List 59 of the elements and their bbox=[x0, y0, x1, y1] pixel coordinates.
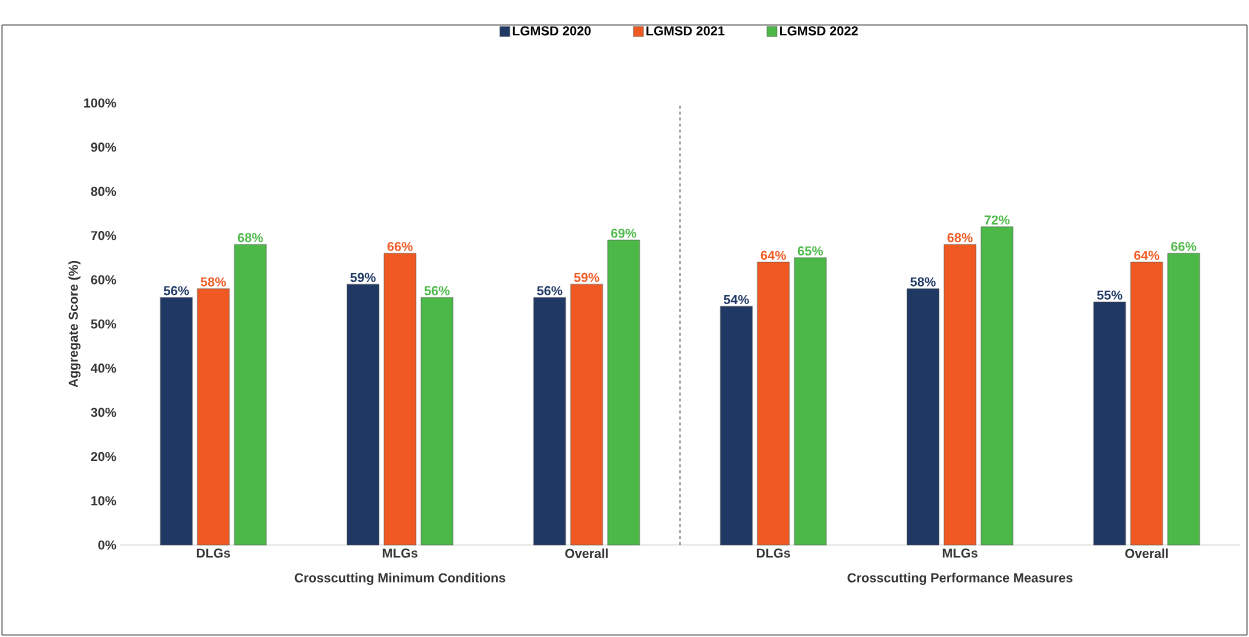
data-label: 58% bbox=[910, 277, 936, 287]
y-tick-label: 90% bbox=[91, 142, 117, 152]
data-label: 56% bbox=[163, 286, 189, 296]
x-tick-label: Overall bbox=[565, 548, 608, 559]
x-tick-label: DLGs bbox=[196, 548, 231, 558]
bar bbox=[980, 226, 1014, 546]
bar bbox=[943, 244, 977, 546]
legend-label: LGMSD 2022 bbox=[780, 26, 858, 36]
bar bbox=[1130, 261, 1163, 546]
data-label: 55% bbox=[1097, 290, 1123, 300]
data-label: 59% bbox=[574, 272, 600, 283]
x-axis-title: Crosscutting Performance Measures bbox=[847, 572, 1073, 586]
y-axis-title: Aggregate Score (%) bbox=[68, 260, 81, 388]
bar bbox=[1093, 301, 1126, 546]
bar bbox=[794, 257, 827, 546]
data-label: 68% bbox=[947, 233, 973, 243]
data-label: 66% bbox=[1171, 241, 1197, 252]
bar bbox=[720, 306, 753, 546]
bar bbox=[607, 239, 640, 546]
y-tick-label: 10% bbox=[91, 496, 117, 506]
data-label: 68% bbox=[237, 233, 263, 243]
y-tick-label: 40% bbox=[90, 363, 117, 373]
bar bbox=[197, 288, 230, 546]
y-tick-label: 30% bbox=[90, 407, 117, 417]
y-tick-label: 100% bbox=[84, 98, 117, 108]
x-tick-label: MLGs bbox=[942, 548, 978, 558]
data-label: 65% bbox=[797, 246, 823, 256]
y-tick-label: 70% bbox=[91, 231, 117, 241]
x-axis-title: Crosscutting Minimum Conditions bbox=[294, 572, 506, 586]
data-label: 69% bbox=[611, 228, 637, 238]
x-tick-label: MLGs bbox=[382, 548, 418, 558]
data-label: 66% bbox=[387, 241, 413, 252]
x-tick-label: Overall bbox=[1125, 548, 1168, 559]
y-tick-label: 60% bbox=[91, 275, 117, 285]
data-label: 54% bbox=[723, 294, 749, 305]
x-tick-label: DLGs bbox=[756, 548, 791, 558]
bar bbox=[906, 288, 940, 546]
bar bbox=[160, 297, 193, 546]
y-tick-label: 20% bbox=[91, 452, 117, 462]
data-label: 56% bbox=[424, 286, 450, 296]
bar bbox=[234, 244, 267, 546]
bar bbox=[420, 297, 454, 546]
legend-label: LGMSD 2020 bbox=[512, 26, 591, 36]
y-tick-label: 50% bbox=[90, 319, 117, 329]
bar bbox=[570, 284, 603, 546]
data-label: 59% bbox=[350, 272, 376, 283]
bar bbox=[533, 297, 566, 546]
legend-label: LGMSD 2021 bbox=[646, 26, 725, 36]
data-label: 58% bbox=[200, 277, 226, 287]
bar bbox=[383, 253, 417, 546]
data-label: 56% bbox=[537, 286, 563, 296]
data-label: 64% bbox=[1134, 250, 1160, 260]
y-tick-label: 80% bbox=[90, 186, 117, 196]
bar bbox=[1167, 253, 1200, 546]
y-tick-label: 0% bbox=[98, 540, 117, 550]
data-label: 64% bbox=[760, 250, 786, 260]
bar bbox=[346, 284, 380, 546]
bar bbox=[757, 261, 790, 546]
data-label: 72% bbox=[984, 215, 1010, 225]
